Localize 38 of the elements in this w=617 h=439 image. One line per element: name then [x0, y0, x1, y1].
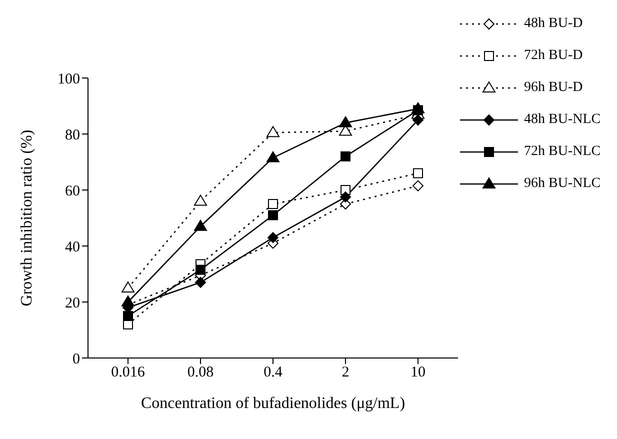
point — [413, 168, 423, 178]
x-tick-label: 0.016 — [111, 364, 146, 381]
legend-label: 48h BU-NLC — [524, 112, 601, 128]
y-tick-label: 100 — [58, 71, 80, 88]
point — [412, 102, 424, 114]
legend-label: 72h BU-D — [524, 48, 583, 64]
x-axis-title: Concentration of bufadienolides (μg/mL) — [140, 395, 406, 412]
point — [268, 232, 278, 244]
y-tick-label: 60 — [65, 183, 80, 200]
x-tick-label: 10 — [410, 364, 426, 381]
legend-label: 48h BU-D — [524, 16, 583, 32]
x-tick-label: 0.4 — [264, 364, 283, 381]
point — [412, 180, 424, 192]
point — [123, 311, 133, 321]
y-axis-title: Growth inhibition ratio (%) — [18, 130, 36, 306]
point — [340, 151, 350, 162]
point — [122, 282, 134, 292]
y-tick-label: 20 — [65, 295, 80, 312]
point — [340, 192, 351, 202]
legend-label: 96h BU-NLC — [524, 176, 601, 192]
point — [412, 114, 424, 126]
x-tick-label: 2 — [342, 364, 350, 381]
legend-label: 72h BU-NLC — [524, 144, 601, 160]
point — [194, 220, 207, 231]
y-tick-label: 80 — [65, 127, 80, 144]
point — [266, 126, 280, 138]
point — [194, 194, 207, 206]
point — [196, 264, 206, 275]
point — [266, 151, 280, 162]
x-tick-label: 0.08 — [187, 364, 214, 381]
point — [339, 116, 352, 128]
point — [195, 276, 206, 288]
legend-label: 96h BU-D — [524, 80, 583, 96]
y-tick-label: 40 — [65, 239, 80, 256]
point — [122, 296, 134, 306]
y-tick-label: 0 — [72, 351, 80, 368]
point — [268, 210, 278, 220]
point — [268, 199, 278, 209]
